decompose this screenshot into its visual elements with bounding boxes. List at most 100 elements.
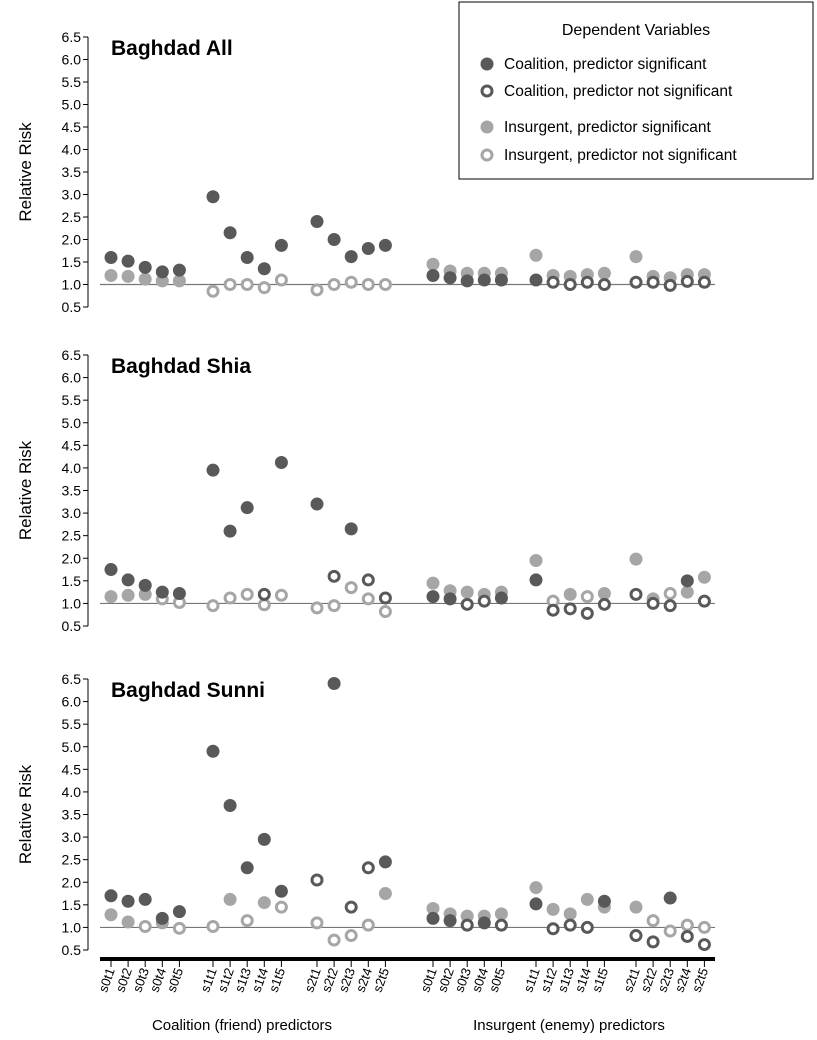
insurgent-point-s2t1 bbox=[310, 601, 324, 615]
coalition-point-s1t3 bbox=[240, 861, 254, 875]
coalition-point-s2t3 bbox=[344, 900, 358, 914]
x-tick-label: s2t5 bbox=[370, 966, 393, 994]
insurgent-point-s1t4 bbox=[580, 590, 594, 604]
chart-panels: 0.5 1.0 1.5 2.0 2.5 3.0 3.5 4.0 4.5 5.0 5.5 6.0 6.5 R… bbox=[16, 29, 715, 958]
legend-label: Insurgent, predictor significant bbox=[504, 119, 711, 136]
insurgent-point-s2t4 bbox=[361, 592, 375, 606]
coalition-point-s2t4 bbox=[680, 929, 694, 943]
y-tick-label: 1.0 bbox=[62, 919, 82, 935]
coalition-point-s0t5 bbox=[494, 273, 508, 287]
insurgent-point-s2t3 bbox=[344, 275, 358, 289]
coalition-point-s1t5 bbox=[274, 455, 288, 469]
y-tick-label: 1.5 bbox=[62, 254, 82, 270]
coalition-point-s0t2 bbox=[121, 573, 135, 587]
coalition-point-s0t1 bbox=[104, 251, 118, 264]
coalition-point-s1t2 bbox=[223, 226, 237, 240]
x-tick-label: s0t5 bbox=[164, 966, 187, 994]
legend-marker bbox=[480, 148, 494, 162]
y-tick-label: 4.0 bbox=[62, 142, 82, 158]
coalition-point-s2t2 bbox=[646, 275, 660, 289]
insurgent-point-s2t1 bbox=[310, 283, 324, 297]
coalition-point-s1t2 bbox=[546, 275, 560, 289]
y-tick-label: 4.5 bbox=[62, 761, 82, 777]
x-tick-label: s0t5 bbox=[486, 966, 509, 994]
coalition-point-s0t3 bbox=[138, 892, 152, 906]
coalition-point-s0t3 bbox=[460, 918, 474, 932]
insurgent-point-s0t2 bbox=[121, 269, 135, 283]
coalition-point-s0t3 bbox=[460, 274, 474, 288]
insurgent-point-s0t1 bbox=[426, 257, 440, 271]
x-tick-label: s1t5 bbox=[589, 966, 612, 994]
coalition-point-s0t5 bbox=[494, 591, 508, 605]
y-tick-label: 2.5 bbox=[62, 209, 82, 225]
coalition-point-s0t3 bbox=[138, 578, 152, 592]
y-tick-label: 1.0 bbox=[62, 595, 82, 611]
panel-title: Baghdad Sunni bbox=[111, 679, 265, 702]
y-tick-label: 2.5 bbox=[62, 528, 82, 544]
insurgent-point-s2t2 bbox=[327, 933, 341, 947]
y-tick-label: 3.0 bbox=[62, 187, 82, 203]
insurgent-point-s1t3 bbox=[240, 914, 254, 928]
coalition-point-s0t2 bbox=[121, 894, 135, 908]
y-tick-label: 5.5 bbox=[62, 392, 82, 408]
coalition-point-s0t4 bbox=[477, 594, 491, 608]
insurgent-point-s1t4 bbox=[257, 281, 271, 295]
panel-title: Baghdad All bbox=[111, 37, 233, 60]
insurgent-point-s2t5 bbox=[378, 605, 392, 619]
y-tick-label: 1.5 bbox=[62, 573, 82, 589]
coalition-point-s2t2 bbox=[646, 935, 660, 949]
y-tick-label: 5.5 bbox=[62, 716, 82, 732]
y-tick-label: 0.5 bbox=[62, 618, 82, 634]
x-axis-line bbox=[100, 957, 715, 961]
panel-title: Baghdad Shia bbox=[111, 355, 251, 378]
coalition-point-s1t5 bbox=[274, 238, 288, 252]
insurgent-point-s2t5 bbox=[697, 920, 711, 934]
insurgent-point-s2t3 bbox=[663, 924, 677, 938]
coalition-point-s2t5 bbox=[378, 591, 392, 605]
coalition-point-s1t1 bbox=[206, 190, 220, 204]
insurgent-point-s1t1 bbox=[529, 248, 543, 262]
coalition-point-s2t3 bbox=[663, 891, 677, 905]
y-tick-label: 6.0 bbox=[62, 52, 82, 68]
insurgent-point-s1t1 bbox=[206, 599, 220, 613]
coalition-point-s1t3 bbox=[240, 501, 254, 515]
insurgent-point-s1t1 bbox=[206, 284, 220, 298]
insurgent-point-s2t5 bbox=[378, 887, 392, 901]
group-label-coalition: Coalition (friend) predictors bbox=[152, 1017, 332, 1034]
legend-title: Dependent Variables bbox=[562, 22, 710, 39]
insurgent-point-s1t4 bbox=[580, 892, 594, 906]
insurgent-point-s2t4 bbox=[680, 918, 694, 932]
insurgent-point-s2t4 bbox=[361, 918, 375, 932]
insurgent-point-s0t5 bbox=[172, 274, 186, 288]
insurgent-point-s1t2 bbox=[223, 591, 237, 605]
y-tick-label: 5.0 bbox=[62, 415, 82, 431]
coalition-point-s0t4 bbox=[477, 916, 491, 930]
coalition-point-s0t1 bbox=[426, 590, 440, 604]
insurgent-point-s2t1 bbox=[310, 916, 324, 930]
y-tick-label: 0.5 bbox=[62, 299, 82, 315]
y-tick-label: 0.5 bbox=[62, 942, 82, 958]
y-axis-title: Relative Risk bbox=[16, 764, 35, 864]
insurgent-point-s1t5 bbox=[597, 586, 611, 600]
coalition-point-s2t3 bbox=[344, 250, 358, 264]
coalition-point-s1t1 bbox=[206, 744, 220, 758]
insurgent-point-s1t5 bbox=[274, 588, 288, 602]
coalition-point-s0t3 bbox=[138, 260, 152, 274]
insurgent-point-s1t1 bbox=[206, 920, 220, 934]
panel-baghdad-shia: 0.5 1.0 1.5 2.0 2.5 3.0 3.5 4.0 4.5 5.0 5.5 6.0 6.5 R… bbox=[16, 347, 715, 634]
coalition-point-s2t1 bbox=[310, 873, 324, 887]
coalition-point-s0t5 bbox=[172, 263, 186, 277]
coalition-point-s0t1 bbox=[104, 889, 118, 903]
insurgent-point-s2t4 bbox=[361, 278, 375, 291]
y-axis-title: Relative Risk bbox=[16, 122, 35, 222]
y-tick-label: 5.0 bbox=[62, 97, 82, 113]
y-tick-label: 5.0 bbox=[62, 739, 82, 755]
insurgent-point-s0t5 bbox=[494, 907, 508, 921]
y-tick-label: 3.0 bbox=[62, 829, 82, 845]
insurgent-point-s0t1 bbox=[104, 590, 118, 604]
coalition-point-s1t3 bbox=[563, 918, 577, 932]
insurgent-point-s0t5 bbox=[172, 921, 186, 935]
insurgent-point-s1t4 bbox=[257, 896, 271, 910]
coalition-point-s2t1 bbox=[310, 497, 324, 511]
